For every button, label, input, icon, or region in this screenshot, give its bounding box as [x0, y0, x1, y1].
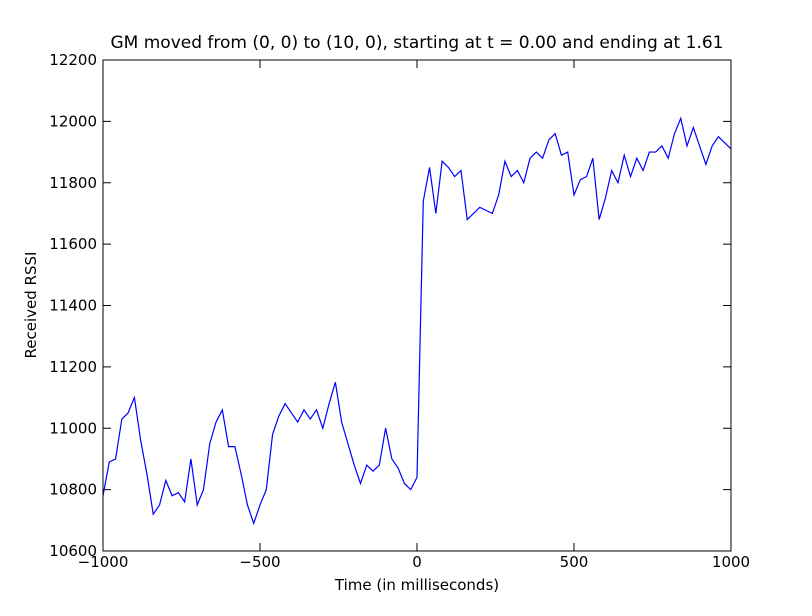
x-tick-label: 500: [560, 553, 589, 571]
data-line: [102, 116, 732, 526]
y-tick-label: 11600: [49, 235, 97, 253]
y-tick-label: 10800: [49, 481, 97, 499]
chart-title: GM moved from (0, 0) to (10, 0), startin…: [111, 33, 724, 53]
y-tick-label: 11800: [49, 174, 97, 192]
y-axis-label: Received RSSI: [22, 252, 40, 359]
y-tick-label: 11000: [49, 419, 97, 437]
x-tick-label: −500: [239, 553, 280, 571]
plot-frame: [102, 59, 732, 552]
y-tick-label: 11200: [49, 358, 97, 376]
y-tick-label: 11400: [49, 297, 97, 315]
x-tick-label: 1000: [712, 553, 750, 571]
x-tick-label: −1000: [78, 553, 129, 571]
x-axis-label: Time (in milliseconds): [334, 576, 499, 594]
x-tick-label: 0: [412, 553, 422, 571]
y-tick-label: 10600: [49, 542, 97, 560]
y-tick-label: 12200: [49, 51, 97, 69]
y-tick-label: 12000: [49, 112, 97, 130]
